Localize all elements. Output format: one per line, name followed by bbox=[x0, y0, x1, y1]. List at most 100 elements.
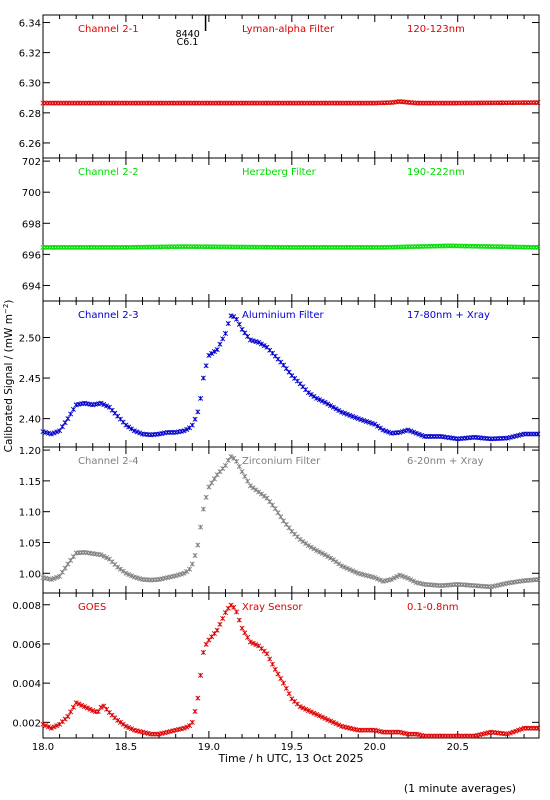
goes-band-label: 0.1-0.8nm bbox=[407, 602, 459, 613]
data-point bbox=[375, 423, 381, 429]
data-point bbox=[200, 506, 206, 512]
data-point bbox=[236, 617, 242, 623]
data-point bbox=[375, 576, 381, 582]
data-point bbox=[535, 577, 541, 583]
data-point bbox=[231, 604, 237, 610]
channel-2-2-series bbox=[40, 243, 541, 250]
data-point bbox=[200, 375, 206, 381]
data-point bbox=[341, 564, 347, 570]
event-marker-label-region: 8440 bbox=[176, 29, 200, 40]
goes-series bbox=[40, 602, 541, 739]
data-point bbox=[272, 506, 278, 512]
data-point bbox=[513, 728, 519, 734]
data-point bbox=[128, 573, 134, 579]
data-point bbox=[192, 416, 198, 422]
data-point bbox=[62, 565, 68, 571]
data-point bbox=[46, 430, 52, 436]
data-point bbox=[311, 393, 317, 399]
data-point bbox=[104, 555, 110, 561]
data-point bbox=[333, 406, 339, 412]
data-point bbox=[236, 321, 242, 327]
data-point bbox=[120, 721, 126, 727]
data-point bbox=[225, 321, 231, 327]
data-point bbox=[70, 704, 76, 710]
y-tick-label: 696 bbox=[22, 250, 41, 261]
data-point bbox=[195, 542, 201, 548]
data-point bbox=[131, 574, 137, 580]
data-point bbox=[355, 416, 361, 422]
data-point bbox=[278, 676, 284, 682]
data-point bbox=[214, 347, 220, 353]
channel-2-1-channel-label: Channel 2-1 bbox=[78, 24, 139, 35]
data-point bbox=[250, 485, 256, 491]
data-point bbox=[70, 406, 76, 412]
data-point bbox=[253, 339, 259, 345]
data-point bbox=[363, 418, 369, 424]
data-point bbox=[101, 402, 107, 408]
data-point bbox=[322, 399, 328, 405]
data-point bbox=[247, 337, 253, 343]
data-point bbox=[314, 547, 320, 554]
data-point bbox=[281, 680, 287, 686]
data-point bbox=[303, 540, 309, 547]
data-point bbox=[131, 428, 137, 434]
channel-2-2-channel-label: Channel 2-2 bbox=[78, 167, 139, 178]
data-point bbox=[247, 483, 253, 489]
data-point bbox=[184, 426, 190, 432]
channel-2-1-filter-label: Lyman-alpha Filter bbox=[242, 24, 335, 35]
data-point bbox=[408, 577, 414, 583]
data-point bbox=[209, 480, 215, 486]
data-point bbox=[222, 330, 228, 336]
channel-2-2-band-label: 190-222nm bbox=[407, 167, 465, 178]
data-point bbox=[234, 609, 240, 615]
data-point bbox=[203, 641, 209, 647]
channel-2-1-frame bbox=[42, 14, 540, 159]
data-point bbox=[43, 429, 49, 435]
data-point bbox=[81, 704, 87, 710]
data-point bbox=[319, 550, 325, 556]
data-point bbox=[234, 316, 240, 322]
data-point bbox=[372, 575, 378, 581]
data-point bbox=[247, 639, 253, 645]
data-point bbox=[239, 469, 245, 475]
data-point bbox=[57, 573, 63, 579]
data-point bbox=[126, 572, 132, 578]
data-point bbox=[123, 422, 129, 428]
data-point bbox=[330, 404, 336, 410]
data-point bbox=[283, 685, 289, 691]
data-point bbox=[410, 429, 416, 435]
data-point bbox=[325, 553, 331, 559]
channel-2-4-channel-label: Channel 2-4 bbox=[78, 456, 139, 467]
data-point bbox=[316, 549, 322, 555]
data-point bbox=[76, 701, 82, 707]
data-point bbox=[126, 725, 132, 731]
data-point bbox=[187, 566, 193, 572]
data-point bbox=[214, 627, 220, 633]
data-point bbox=[336, 561, 342, 567]
data-point bbox=[245, 333, 251, 339]
data-point bbox=[250, 640, 256, 646]
goes-filter-label: Xray Sensor bbox=[242, 602, 303, 613]
data-point bbox=[405, 575, 411, 581]
data-point bbox=[117, 566, 123, 572]
data-point bbox=[366, 419, 372, 425]
data-point bbox=[84, 705, 90, 711]
channel-2-3-series bbox=[40, 313, 541, 442]
data-point bbox=[51, 575, 57, 581]
channel-2-3-filter-label: Aluminium Filter bbox=[242, 310, 325, 321]
data-point bbox=[328, 718, 334, 724]
data-point bbox=[59, 569, 65, 575]
channel-2-4-filter-label: Zirconium Filter bbox=[242, 456, 321, 467]
data-point bbox=[275, 510, 281, 516]
y-axis-label: Calibrated Signal / (mW m−2) bbox=[2, 300, 15, 453]
data-point bbox=[115, 717, 121, 723]
y-tick-label: 6.26 bbox=[19, 139, 41, 150]
data-point bbox=[87, 706, 93, 712]
data-point bbox=[535, 100, 541, 106]
data-point bbox=[319, 714, 325, 720]
y-tick-label: 6.28 bbox=[19, 109, 41, 120]
data-point bbox=[308, 544, 314, 550]
data-point bbox=[286, 691, 292, 697]
channel-2-4-band-label: 6-20nm + Xray bbox=[407, 456, 484, 467]
